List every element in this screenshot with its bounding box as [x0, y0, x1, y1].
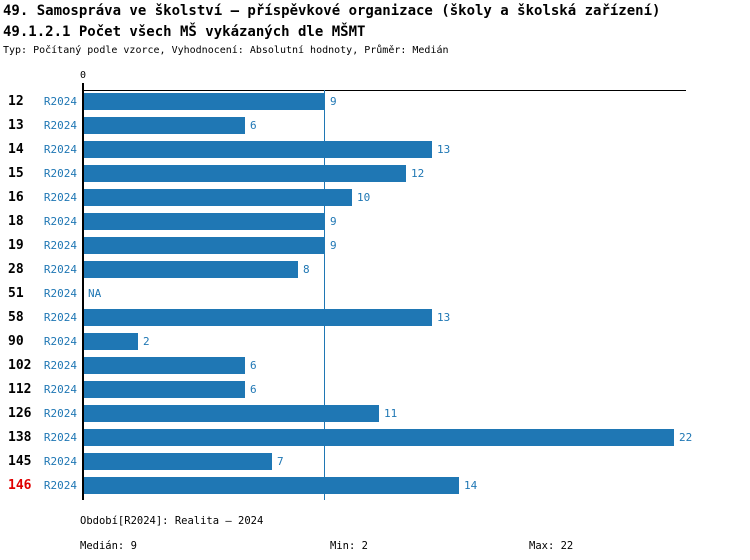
bar: [84, 213, 325, 230]
series-label: R2024: [43, 431, 77, 444]
category-label: 13: [8, 118, 24, 133]
bar: [84, 381, 245, 398]
series-label: R2024: [43, 479, 77, 492]
category-label: 145: [8, 454, 32, 469]
value-label: 6: [250, 119, 257, 132]
value-label: 12: [411, 167, 425, 180]
category-label: 90: [8, 334, 24, 349]
series-label: R2024: [43, 95, 77, 108]
footer-max: Max: 22: [529, 540, 574, 552]
footer-period: Období[R2024]: Realita – 2024: [80, 515, 264, 527]
series-label: R2024: [43, 263, 77, 276]
median-line: [324, 90, 325, 500]
category-label: 146: [8, 478, 32, 493]
value-label: 13: [437, 143, 451, 156]
category-label: 18: [8, 214, 24, 229]
category-label: 112: [8, 382, 32, 397]
series-label: R2024: [43, 311, 77, 324]
bar: [84, 141, 432, 158]
series-label: R2024: [43, 287, 77, 300]
bar: [84, 357, 245, 374]
bar: [84, 237, 325, 254]
value-label: 2: [143, 335, 150, 348]
category-label: 138: [8, 430, 32, 445]
footer-median: Medián: 9: [80, 540, 137, 552]
series-label: R2024: [43, 119, 77, 132]
na-label: NA: [88, 287, 102, 300]
series-label: R2024: [43, 455, 77, 468]
value-label: 6: [250, 359, 257, 372]
bar: [84, 117, 245, 134]
series-label: R2024: [43, 335, 77, 348]
category-label: 58: [8, 310, 24, 325]
series-label: R2024: [43, 407, 77, 420]
series-label: R2024: [43, 215, 77, 228]
series-label: R2024: [43, 143, 77, 156]
value-label: 13: [437, 311, 451, 324]
bar: [84, 189, 352, 206]
x-axis-line: [83, 90, 686, 91]
value-label: 9: [330, 215, 337, 228]
bar: [84, 477, 459, 494]
value-label: 10: [357, 191, 371, 204]
x-axis-zero-tick-label: 0: [79, 70, 87, 81]
value-label: 9: [330, 95, 337, 108]
value-label: 7: [277, 455, 284, 468]
category-label: 19: [8, 238, 24, 253]
series-label: R2024: [43, 239, 77, 252]
bar: [84, 309, 432, 326]
category-label: 14: [8, 142, 24, 157]
category-label: 28: [8, 262, 24, 277]
value-label: 6: [250, 383, 257, 396]
bar: [84, 405, 379, 422]
bar: [84, 429, 674, 446]
bar: [84, 453, 272, 470]
category-label: 12: [8, 94, 24, 109]
y-axis-line: [82, 83, 84, 500]
value-label: 8: [303, 263, 310, 276]
bar: [84, 165, 406, 182]
category-label: 102: [8, 358, 32, 373]
category-label: 15: [8, 166, 24, 181]
bar: [84, 261, 298, 278]
bar: [84, 333, 138, 350]
series-label: R2024: [43, 167, 77, 180]
series-label: R2024: [43, 359, 77, 372]
series-label: R2024: [43, 191, 77, 204]
series-label: R2024: [43, 383, 77, 396]
value-label: 22: [679, 431, 693, 444]
footer-min: Min: 2: [330, 540, 368, 552]
value-label: 14: [464, 479, 478, 492]
value-label: 9: [330, 239, 337, 252]
bar: [84, 93, 325, 110]
value-label: 11: [384, 407, 398, 420]
report-meta: Typ: Počítaný podle vzorce, Vyhodnocení:…: [3, 45, 449, 56]
report-subtitle: 49.1.2.1 Počet všech MŠ vykázaných dle M…: [3, 24, 366, 40]
category-label: 51: [8, 286, 24, 301]
category-label: 16: [8, 190, 24, 205]
report-title: 49. Samospráva ve školství – příspěvkové…: [3, 3, 661, 19]
category-label: 126: [8, 406, 32, 421]
